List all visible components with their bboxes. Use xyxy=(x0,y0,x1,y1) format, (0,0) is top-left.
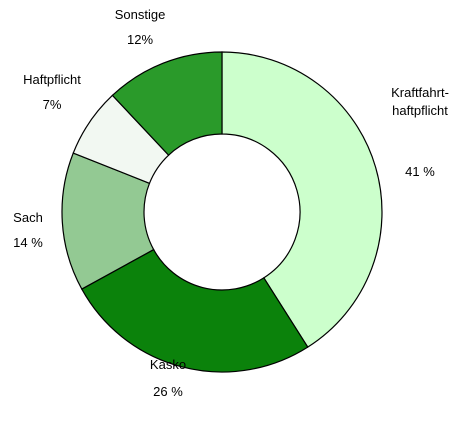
category-label: Sonstige xyxy=(114,7,166,22)
donut-slice xyxy=(111,51,223,156)
value-label: 41 % xyxy=(405,164,435,179)
category-label: Kraftfahrt- haftpflicht xyxy=(391,85,449,118)
donut-slice xyxy=(221,51,383,348)
value-label: 7% xyxy=(42,97,62,112)
value-label: 26 % xyxy=(153,384,183,399)
category-label: Haftpflicht xyxy=(23,72,81,87)
value-label: 14 % xyxy=(13,235,43,250)
donut-slice xyxy=(80,248,309,373)
value-label: 12% xyxy=(126,32,154,47)
category-label: Sach xyxy=(13,210,43,225)
category-label: Kasko xyxy=(149,357,187,372)
